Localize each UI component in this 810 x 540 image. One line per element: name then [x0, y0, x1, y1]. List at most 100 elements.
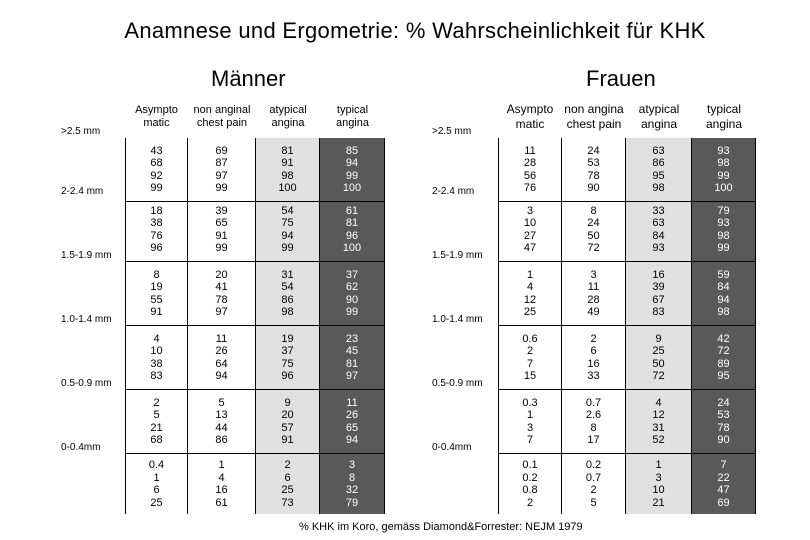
cell-value: 91: [281, 157, 294, 169]
table-cell: 3 8 32 79: [320, 454, 384, 514]
table-cell: 8 24 50 72: [562, 198, 625, 262]
cell-value: 8: [348, 471, 356, 484]
cell-value: 41: [215, 281, 228, 293]
cell-value: 24: [587, 144, 600, 157]
cell-value: 96: [150, 242, 163, 254]
women-header-1: Asympto matic: [506, 102, 554, 131]
cell-value: 11: [524, 144, 536, 157]
cell-value: 25: [523, 306, 537, 318]
table-cell: 54 75 94 99: [256, 198, 319, 262]
table-cell: 18 38 76 96: [126, 198, 187, 262]
cell-value: 2: [590, 332, 597, 345]
cell-value: 12: [652, 409, 665, 421]
women-column-3: 63 86 95 98 33 63 84 93 16 39 67 83 9 25 50 72 4 12 31 52 1 3…: [626, 138, 692, 514]
table-cell: 24 53 78 90: [692, 390, 755, 454]
cell-value: 91: [150, 306, 163, 318]
cell-value: 16: [587, 357, 600, 370]
women-row-label: 1.0-1.4 mm: [432, 314, 483, 325]
cell-value: 24: [587, 217, 600, 229]
table-cell: 8 19 55 91: [126, 262, 187, 326]
cell-value: 90: [717, 434, 730, 446]
women-column-4: 93 98 99 100 79 93 98 99 59 84 94 98 42 72 89 95 24 53 78 9…: [692, 138, 756, 514]
footer-source-note: % KHK im Koro, gemäss Diamond&Forrester:…: [299, 521, 583, 533]
cell-value: 99: [717, 242, 730, 254]
cell-value: 98: [281, 169, 294, 182]
cell-value: 43: [150, 144, 163, 157]
cell-value: 31: [281, 268, 294, 281]
cell-value: 10: [652, 484, 665, 496]
men-row-label: >2.5 mm: [61, 126, 101, 137]
cell-value: 81: [345, 217, 359, 229]
cell-value: 23: [345, 332, 359, 345]
cell-value: 25: [281, 484, 294, 496]
cell-value: 69: [717, 496, 730, 509]
cell-value: 50: [587, 229, 600, 242]
cell-value: 4: [153, 332, 160, 345]
cell-value: 2: [526, 496, 534, 509]
cell-value: 0.1: [522, 459, 538, 471]
cell-value: 62: [345, 281, 359, 293]
cell-value: 98: [652, 182, 665, 194]
table-cell: 0.7 2.6 8 17: [562, 390, 625, 454]
cell-value: 99: [345, 306, 359, 318]
table-cell: 0.4 1 6 25: [126, 454, 187, 514]
cell-value: 5: [590, 496, 597, 509]
cell-value: 15: [523, 370, 537, 382]
cell-value: 38: [150, 217, 163, 229]
table-cell: 3 10 27 47: [499, 198, 561, 262]
table-cell: 79 93 98 99: [692, 198, 755, 262]
cell-value: 72: [587, 242, 600, 254]
table-cell: 59 84 94 98: [692, 262, 755, 326]
cell-value: 96: [281, 370, 294, 382]
table-cell: 61 81 96 100: [320, 198, 384, 262]
cell-value: 44: [215, 421, 228, 434]
cell-value: 96: [345, 229, 359, 242]
cell-value: 8: [153, 268, 160, 281]
table-cell: 5 13 44 86: [188, 390, 255, 454]
cell-value: 84: [717, 281, 730, 293]
cell-value: 68: [150, 434, 163, 446]
cell-value: 4: [218, 471, 225, 484]
cell-value: 52: [652, 434, 665, 446]
cell-value: 12: [523, 293, 537, 306]
men-header-1: Asympto matic: [135, 104, 178, 129]
men-row-label: 0-0.4mm: [61, 442, 101, 453]
cell-value: 69: [215, 144, 228, 157]
cell-value: 2: [153, 396, 160, 409]
cell-value: 26: [345, 409, 359, 421]
women-header-2: non angina chest pain: [564, 102, 624, 131]
cell-value: 75: [281, 357, 294, 370]
cell-value: 92: [150, 169, 163, 182]
cell-value: 100: [714, 182, 733, 194]
cell-value: 9: [655, 332, 662, 345]
cell-value: 42: [717, 332, 730, 345]
cell-value: 63: [652, 144, 665, 157]
cell-value: 59: [717, 268, 730, 281]
cell-value: 53: [717, 409, 730, 421]
cell-value: 65: [215, 217, 228, 229]
cell-value: 11: [346, 396, 358, 409]
cell-value: 32: [345, 484, 359, 496]
cell-value: 22: [717, 471, 730, 484]
cell-value: 4: [655, 396, 662, 409]
cell-value: 16: [652, 268, 665, 281]
cell-value: 87: [215, 157, 228, 169]
men-row-label: 0.5-0.9 mm: [61, 378, 112, 389]
men-header-4: typical angina: [335, 104, 370, 129]
cell-value: 81: [345, 357, 359, 370]
table-cell: 3 11 28 49: [562, 262, 625, 326]
cell-value: 95: [717, 370, 730, 382]
table-cell: 33 63 84 93: [626, 198, 691, 262]
table-cell: 37 62 90 99: [320, 262, 384, 326]
cell-value: 50: [652, 357, 665, 370]
cell-value: 1: [655, 459, 662, 471]
table-cell: 2 6 16 33: [562, 326, 625, 390]
cell-value: 76: [523, 182, 537, 194]
cell-value: 38: [150, 357, 163, 370]
women-row-label: 1.5-1.9 mm: [432, 250, 483, 261]
table-cell: 24 53 78 90: [562, 138, 625, 202]
cell-value: 6: [153, 484, 160, 496]
women-column-1: 11 28 56 76 3 10 27 47 1 4 12 25 0.6 2 7 15 0.3 1 3 7 0.1 0.2…: [498, 138, 562, 514]
table-cell: 9 25 50 72: [626, 326, 691, 390]
cell-value: 81: [281, 144, 294, 157]
